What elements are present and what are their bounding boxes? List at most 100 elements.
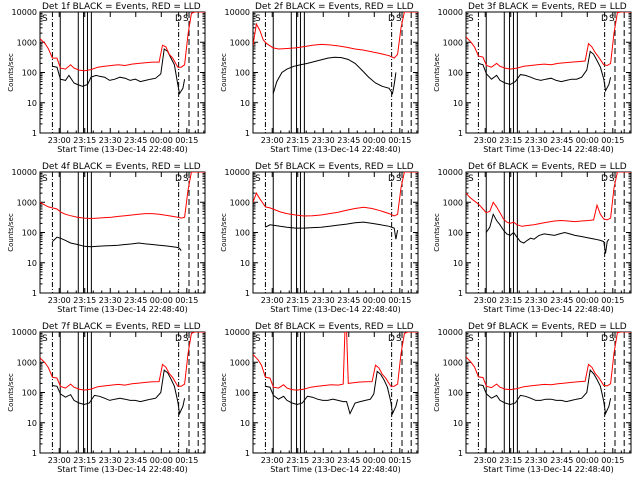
panel-1-xtick-label: 23:30 (99, 136, 122, 145)
panel-3-xtick-label: 23:45 (550, 136, 573, 145)
panel-1-marker-1: S (42, 14, 48, 24)
panel-8-ytick-label: 100 (235, 389, 250, 398)
panel-4-ytick-label: 10000 (12, 168, 37, 177)
panel-9-ylabel: Counts/sec (433, 373, 441, 412)
panel-8-xtick-label: 00:15 (388, 456, 411, 465)
panel-1-xtick-label: 23:15 (73, 136, 96, 145)
panel-3-ytick-label: 100 (448, 69, 463, 78)
panel-5-series-events (265, 221, 399, 240)
panel-7-ylabel: Counts/sec (7, 373, 15, 412)
panel-1-xtick-label: 00:15 (175, 136, 198, 145)
panel-3-ylabel: Counts/sec (433, 53, 441, 92)
panel-9-marker-3: S (609, 334, 615, 344)
panel-5-ytick-label: 100 (235, 229, 250, 238)
panel-4-series-lld (40, 172, 205, 220)
panel-8-xlabel: Start Time (13-Dec-14 22:48:40) (270, 465, 401, 474)
panel-7-ytick-label: 100 (22, 389, 37, 398)
panel-2-xtick-label: 23:00 (261, 136, 284, 145)
panel-7-ytick-label: 10000 (12, 328, 37, 337)
panel-5-xtick-label: 00:15 (388, 296, 411, 305)
panel-4-title: Det 4f BLACK = Events, RED = LLD (42, 162, 201, 172)
panel-4-ylabel: Counts/sec (7, 213, 15, 252)
panel-6-xtick-label: 23:00 (474, 296, 497, 305)
panel-5-xtick-label: 23:45 (337, 296, 360, 305)
panel-7-series-events (52, 369, 186, 416)
panel-2-ytick-label: 1 (245, 129, 250, 138)
panel-8-marker-2: D (388, 334, 395, 344)
panel-5-ytick-label: 10 (240, 259, 250, 268)
panel-2-series-lld (253, 12, 418, 59)
panel-8-xtick-label: 23:30 (312, 456, 335, 465)
panel-3: Det 3f BLACK = Events, RED = LLD 1 10 100 10… (433, 2, 632, 154)
panel-5-series-lld (253, 172, 418, 217)
panel-1-xlabel: Start Time (13-Dec-14 22:48:40) (57, 145, 188, 154)
panel-3-ytick-label: 1 (458, 129, 463, 138)
panel-7-ytick-label: 1000 (17, 358, 37, 367)
panel-5-marker-1: S (255, 174, 261, 184)
panel-7-xtick-label: 23:30 (99, 456, 122, 465)
panel-4-ytick-label: 1000 (17, 198, 37, 207)
panel-2-marker-1: S (255, 14, 261, 24)
panel-5-marker-3: S (396, 174, 402, 184)
panel-3-xtick-label: 23:30 (525, 136, 548, 145)
panel-7-plot-area (40, 332, 205, 416)
panel-9-ytick-label: 1000 (443, 358, 463, 367)
panel-8-ytick-label: 10 (240, 419, 250, 428)
panel-6-ytick-label: 100 (448, 229, 463, 238)
panel-2-frame (252, 11, 419, 134)
panel-7: Det 7f BLACK = Events, RED = LLD 1 10 100 10… (7, 322, 206, 474)
panel-4-marker-2: D (175, 174, 182, 184)
panel-7-marker-3: S (183, 334, 189, 344)
panel-2-xtick-label: 23:15 (286, 136, 309, 145)
panel-2-ytick-label: 10 (240, 99, 250, 108)
panel-2-xtick-label: 00:15 (388, 136, 411, 145)
panel-5-plot-area (253, 172, 418, 240)
panel-7-xtick-label: 00:00 (150, 456, 173, 465)
panel-6-xtick-label: 00:15 (601, 296, 624, 305)
panel-6: Det 6f BLACK = Events, RED = LLD 1 10 100 10… (433, 162, 632, 314)
panel-6-xtick-label: 00:00 (576, 296, 599, 305)
panel-3-series-events (478, 50, 612, 93)
panel-2-series-events (272, 56, 397, 95)
panel-7-series-lld (40, 332, 205, 391)
panel-6-xtick-label: 23:15 (499, 296, 522, 305)
panel-7-xtick-label: 23:45 (124, 456, 147, 465)
panel-2-plot-area (253, 12, 418, 95)
panel-2-marker-3: S (396, 14, 402, 24)
panel-4-ytick-label: 100 (22, 229, 37, 238)
panel-3-frame (465, 11, 632, 134)
panel-9-series-lld (466, 332, 631, 391)
panel-2-xlabel: Start Time (13-Dec-14 22:48:40) (270, 145, 401, 154)
panel-5-xtick-label: 23:15 (286, 296, 309, 305)
panel-7-marker-2: D (175, 334, 182, 344)
panel-2-ytick-label: 100 (235, 69, 250, 78)
panel-9-series-events (478, 369, 612, 416)
panel-7-xtick-label: 00:15 (175, 456, 198, 465)
panel-9-xlabel: Start Time (13-Dec-14 22:48:40) (483, 465, 614, 474)
panel-9-xtick-label: 23:15 (499, 456, 522, 465)
panel-3-marker-1: S (468, 14, 474, 24)
panel-8-series-lld (253, 332, 418, 391)
panel-1: Det 1f BLACK = Events, RED = LLD 1 10 100 10… (7, 2, 206, 154)
panel-5-ytick-label: 1000 (230, 198, 250, 207)
panel-5-title: Det 5f BLACK = Events, RED = LLD (255, 162, 414, 172)
panel-8-xtick-label: 23:00 (261, 456, 284, 465)
panel-1-plot-area (40, 12, 205, 95)
panel-5-ytick-label: 1 (245, 289, 250, 298)
panel-9-xtick-label: 23:30 (525, 456, 548, 465)
panel-4-marker-1: S (42, 174, 48, 184)
panel-3-marker-3: S (609, 14, 615, 24)
panel-4-xtick-label: 00:15 (175, 296, 198, 305)
panel-1-ytick-label: 100 (22, 69, 37, 78)
panel-1-xtick-label: 23:45 (124, 136, 147, 145)
panel-2-ytick-label: 10000 (225, 8, 250, 17)
panel-1-series-lld (40, 12, 205, 72)
panel-2-marker-2: D (388, 14, 395, 24)
panel-9: Det 9f BLACK = Events, RED = LLD 1 10 100 10… (433, 322, 632, 474)
panel-8-ytick-label: 1000 (230, 358, 250, 367)
panel-5-xlabel: Start Time (13-Dec-14 22:48:40) (270, 305, 401, 314)
panel-6-series-lld (466, 172, 631, 227)
panel-9-title: Det 9f BLACK = Events, RED = LLD (468, 322, 627, 332)
panel-8-ylabel: Counts/sec (220, 373, 228, 412)
